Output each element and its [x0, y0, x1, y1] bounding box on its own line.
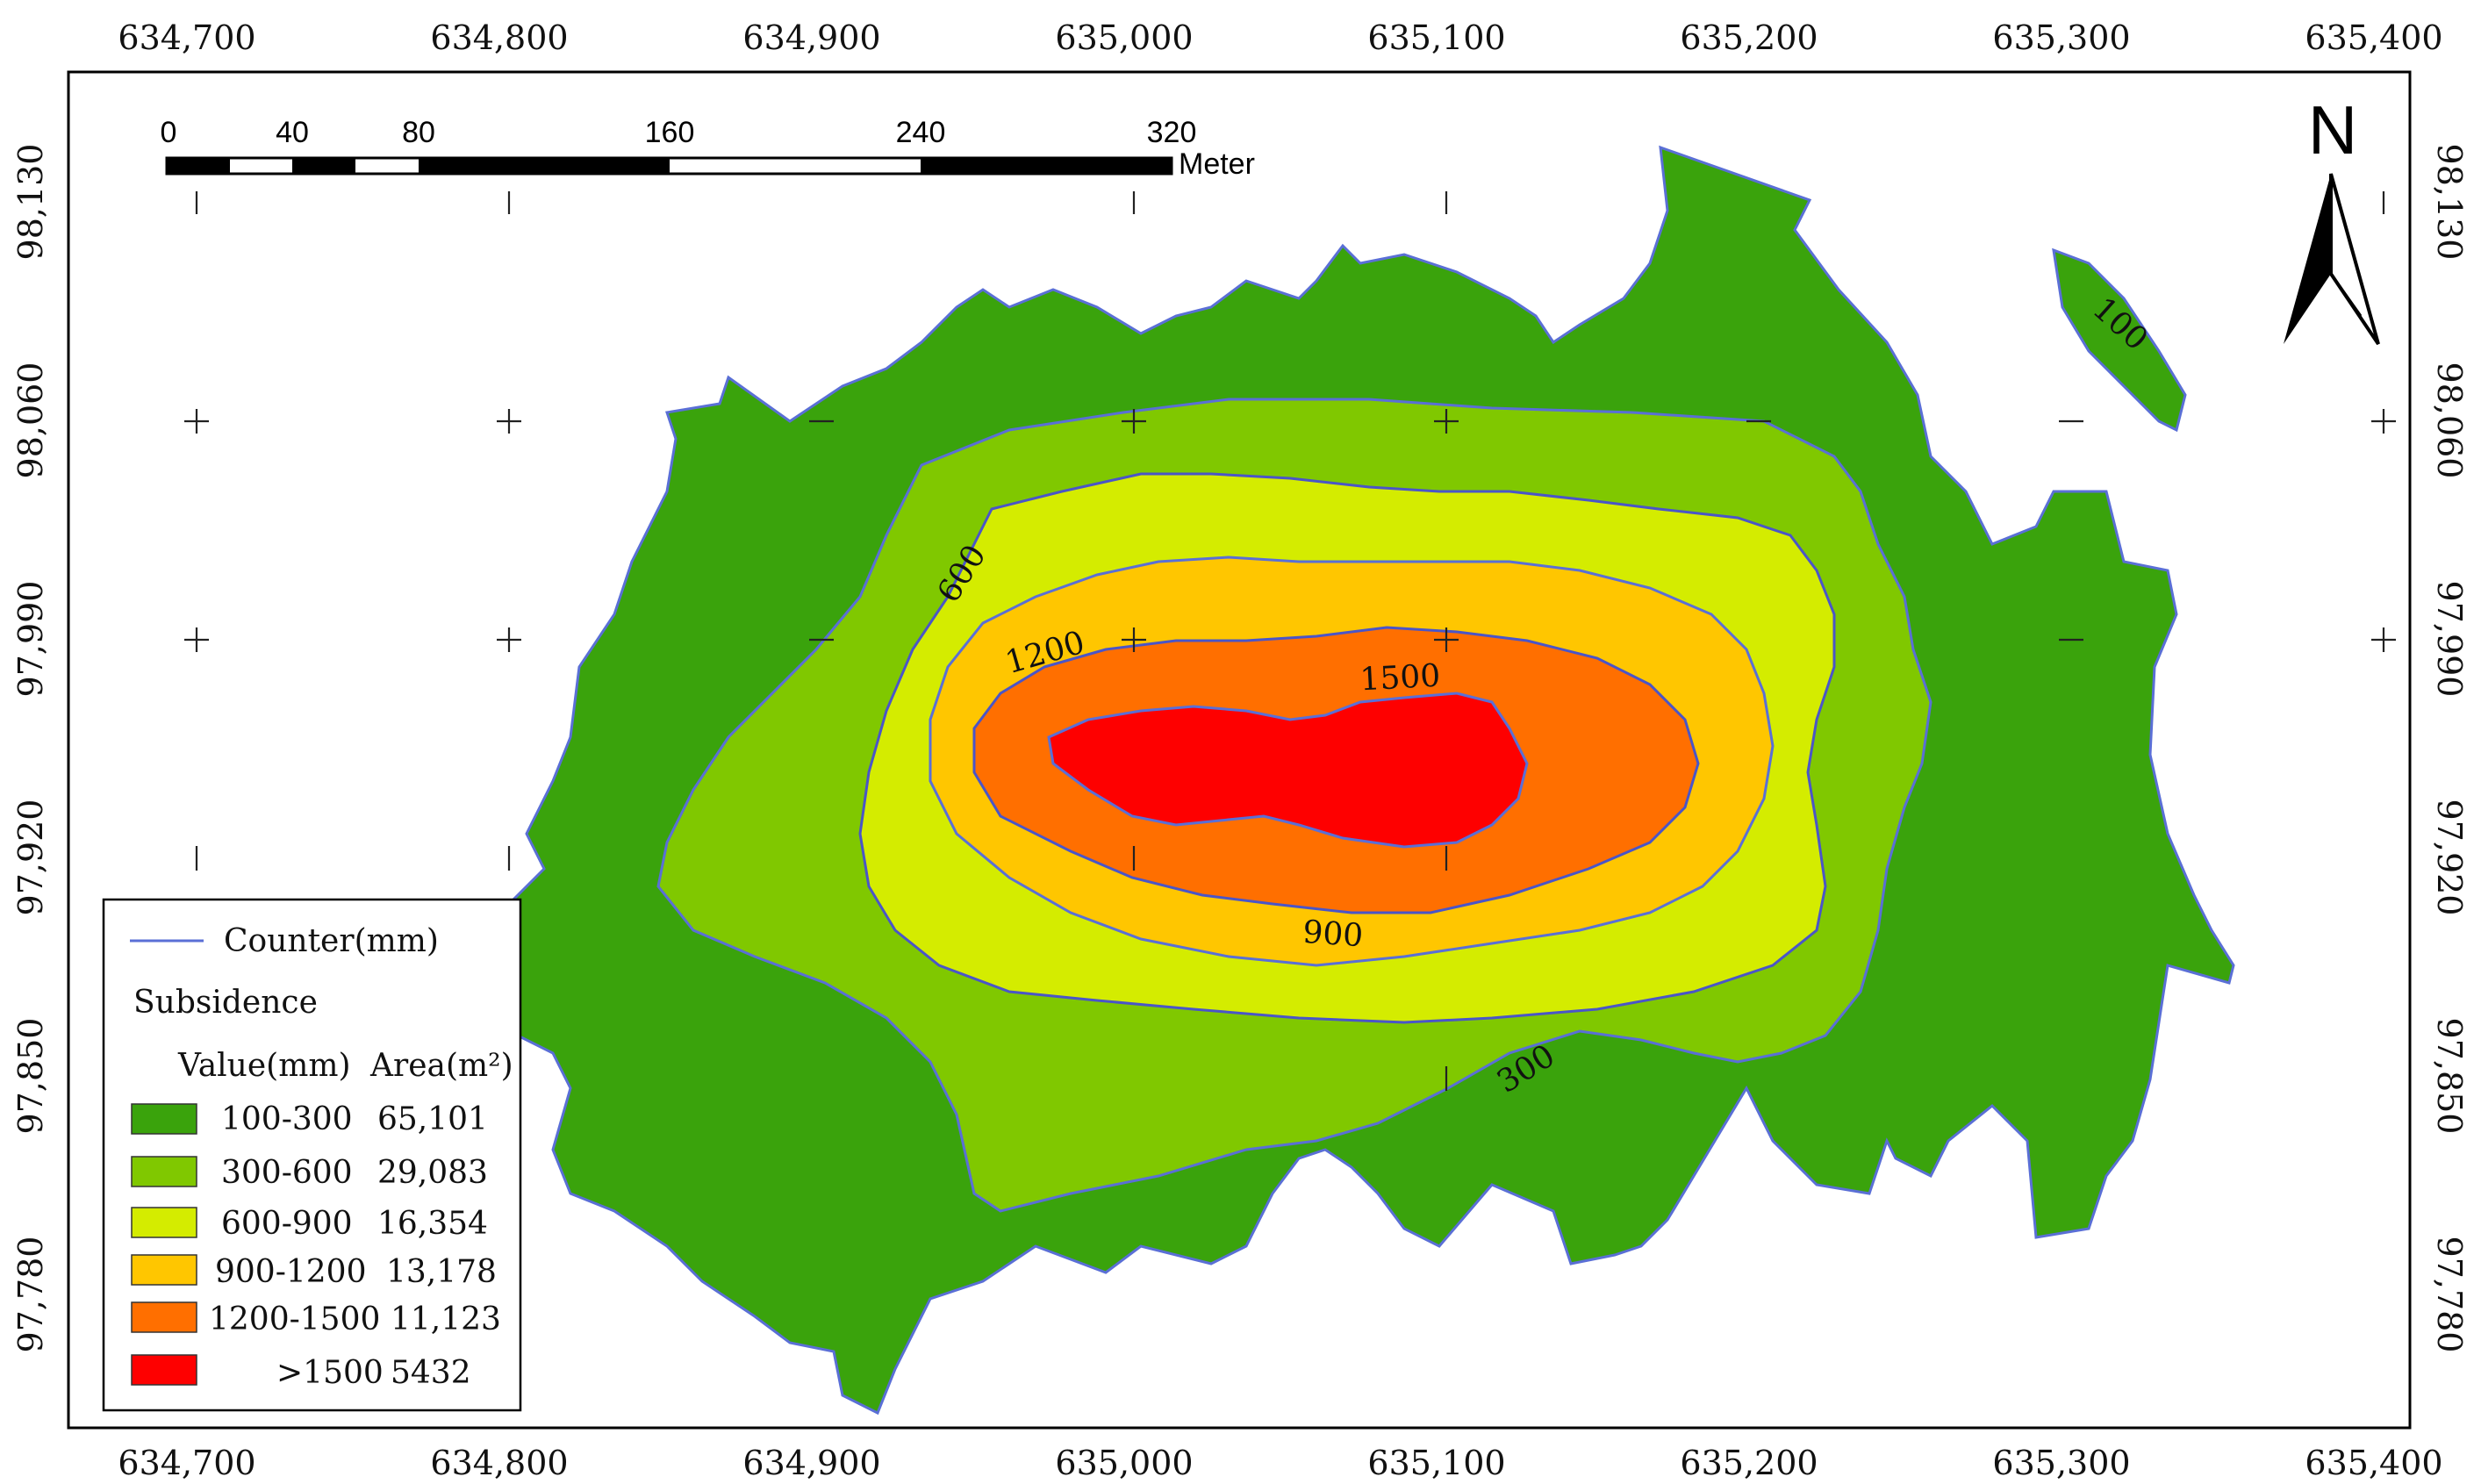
x-tick-top: 635,100: [1367, 18, 1505, 57]
x-tick-bottom: 634,800: [430, 1444, 568, 1482]
subsidence-zones: [490, 145, 2235, 1416]
zone-100-300-island: [2052, 247, 2187, 433]
legend-item-area: 65,101: [377, 1101, 488, 1137]
north-arrow-inner: [2329, 174, 2363, 317]
scale-bar-segment: [167, 158, 230, 174]
legend-col-area: Area(m²): [369, 1048, 513, 1084]
y-tick-right: 98,060: [2430, 362, 2469, 479]
legend-swatch-300-600: [131, 1156, 197, 1187]
scale-bar: 0 40 80 160 240 320 Meter: [161, 116, 1255, 181]
y-tick-left: 98,130: [11, 144, 50, 261]
legend-item-value: 900-1200: [215, 1254, 367, 1290]
x-tick-top: 634,900: [742, 18, 880, 57]
legend-item-value: 300-600: [221, 1155, 353, 1191]
x-tick-bottom: 634,900: [742, 1444, 880, 1482]
grid-crosses: [184, 191, 2396, 1091]
legend-item-value: 100-300: [221, 1101, 353, 1137]
legend-item-area: 16,354: [377, 1206, 488, 1242]
x-tick-top: 635,300: [1992, 18, 2130, 57]
y-tick-left: 97,780: [11, 1237, 50, 1353]
x-tick-bottom: 635,200: [1680, 1444, 1818, 1482]
x-tick-bottom: 635,100: [1367, 1444, 1505, 1482]
x-tick-top: 634,700: [118, 18, 255, 57]
legend-item-value: 1200-1500: [209, 1301, 380, 1337]
legend-item-area: 5432: [391, 1355, 471, 1391]
legend-col-value: Value(mm): [177, 1048, 351, 1084]
scale-label: 240: [896, 116, 946, 149]
x-ticks-top: 634,700 634,800 634,900 635,000 635,100 …: [118, 18, 2442, 57]
x-tick-top: 634,800: [430, 18, 568, 57]
y-tick-left: 97,920: [11, 799, 50, 916]
grid-cross: [184, 627, 2396, 652]
scale-label: 160: [645, 116, 695, 149]
north-arrow-left-half: [2284, 174, 2331, 344]
y-tick-right: 97,990: [2430, 581, 2469, 698]
scale-bar-segment: [921, 158, 1172, 174]
x-tick-top: 635,200: [1680, 18, 1818, 57]
legend-item-area: 11,123: [391, 1301, 501, 1337]
y-tick-right: 97,780: [2430, 1237, 2469, 1353]
x-tick-bottom: 635,000: [1055, 1444, 1193, 1482]
grid-cross: [195, 191, 2385, 214]
zone-gt-1500: [1047, 692, 1529, 849]
grid-cross: [184, 409, 2396, 434]
legend: Counter(mm) Subsidence Value(mm) Area(m²…: [102, 898, 522, 1412]
y-ticks-right: 98,130 98,060 97,990 97,920 97,850 97,78…: [2430, 144, 2469, 1353]
x-tick-bottom: 635,400: [2305, 1444, 2442, 1482]
y-ticks-left: 98,130 98,060 97,990 97,920 97,850 97,78…: [11, 144, 50, 1353]
north-label: N: [2308, 91, 2357, 168]
scale-label: 80: [402, 116, 435, 149]
contour-label-900: 900: [1301, 914, 1364, 955]
scale-label: 0: [161, 116, 177, 149]
scale-label: 40: [276, 116, 309, 149]
scale-unit: Meter: [1179, 147, 1255, 181]
legend-swatch-100-300: [131, 1103, 197, 1135]
y-tick-left: 97,990: [11, 581, 50, 698]
y-tick-left: 98,060: [11, 362, 50, 479]
x-tick-top: 635,000: [1055, 18, 1193, 57]
y-tick-left: 97,850: [11, 1018, 50, 1135]
map-frame: [67, 70, 2412, 1430]
y-tick-right: 97,850: [2430, 1018, 2469, 1135]
scale-bar-segment: [292, 158, 355, 174]
legend-contour-label: Counter(mm): [224, 923, 439, 959]
x-tick-bottom: 635,300: [1992, 1444, 2130, 1482]
grid-cross: [195, 846, 1448, 871]
contour-label-1500: 1500: [1359, 658, 1442, 699]
scale-bar-segment: [419, 158, 670, 174]
y-tick-right: 97,920: [2430, 799, 2469, 916]
north-arrow-right-half: [2329, 173, 2380, 346]
x-tick-top: 635,400: [2305, 18, 2442, 57]
legend-item-area: 13,178: [386, 1254, 497, 1290]
x-tick-bottom: 634,700: [118, 1444, 255, 1482]
scale-label: 320: [1147, 116, 1197, 149]
y-tick-right: 98,130: [2430, 144, 2469, 261]
legend-item-value: >1500: [276, 1355, 384, 1391]
north-arrow-icon: N: [2284, 91, 2380, 346]
legend-swatch-gt-1500: [131, 1354, 197, 1386]
legend-swatch-600-900: [131, 1207, 197, 1238]
legend-swatch-900-1200: [131, 1254, 197, 1286]
legend-heading: Subsidence: [133, 985, 318, 1021]
x-ticks-bottom: 634,700 634,800 634,900 635,000 635,100 …: [118, 1444, 2442, 1482]
legend-item-value: 600-900: [221, 1206, 353, 1242]
legend-item-area: 29,083: [377, 1155, 488, 1191]
legend-swatch-1200-1500: [131, 1301, 197, 1333]
